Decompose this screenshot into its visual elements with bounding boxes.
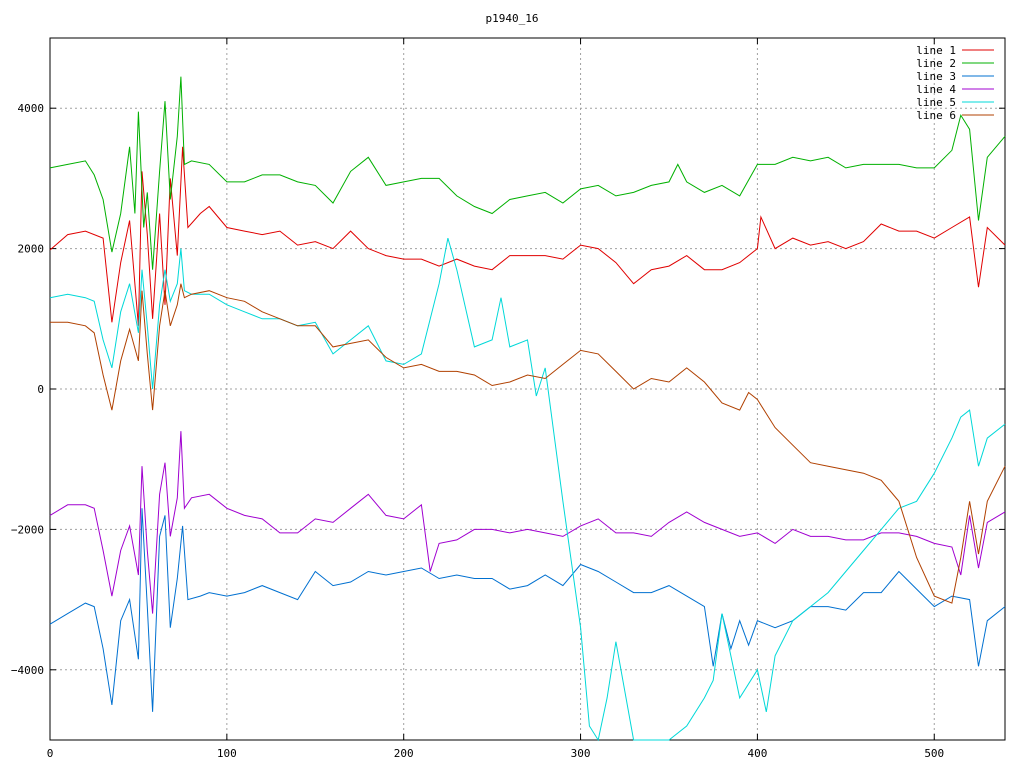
y-tick-label: 2000 bbox=[18, 243, 45, 256]
legend-label-3: line 3 bbox=[916, 70, 956, 83]
series-line-3 bbox=[49, 508, 1006, 712]
x-tick-label: 500 bbox=[924, 747, 944, 760]
series-line-6 bbox=[50, 283, 1006, 604]
y-tick-label: −2000 bbox=[11, 523, 44, 536]
series-layer bbox=[49, 76, 1006, 742]
x-tick-label: 200 bbox=[394, 747, 414, 760]
series-line-1 bbox=[49, 146, 1006, 326]
legend-label-4: line 4 bbox=[916, 83, 956, 96]
legend-label-2: line 2 bbox=[916, 57, 956, 70]
legend-label-6: line 6 bbox=[916, 109, 956, 122]
x-tick-label: 300 bbox=[571, 747, 591, 760]
tick-layer: 0 100 200 300 400 500 −4000 −2000 0 2000 4000 bbox=[11, 38, 1005, 760]
x-tick-label: 0 bbox=[47, 747, 54, 760]
y-tick-label: −4000 bbox=[11, 664, 44, 677]
grid bbox=[50, 38, 1005, 740]
legend-label-1: line 1 bbox=[916, 44, 956, 57]
series-line-2 bbox=[49, 76, 1006, 270]
legend-label-5: line 5 bbox=[916, 96, 956, 109]
series-line-5 bbox=[49, 237, 1006, 742]
x-tick-label: 400 bbox=[747, 747, 767, 760]
y-tick-label: 0 bbox=[37, 383, 44, 396]
series-line-4 bbox=[49, 431, 1006, 614]
x-tick-label: 100 bbox=[217, 747, 237, 760]
chart-title: p1940_16 bbox=[486, 12, 539, 25]
y-tick-label: 4000 bbox=[18, 102, 45, 115]
